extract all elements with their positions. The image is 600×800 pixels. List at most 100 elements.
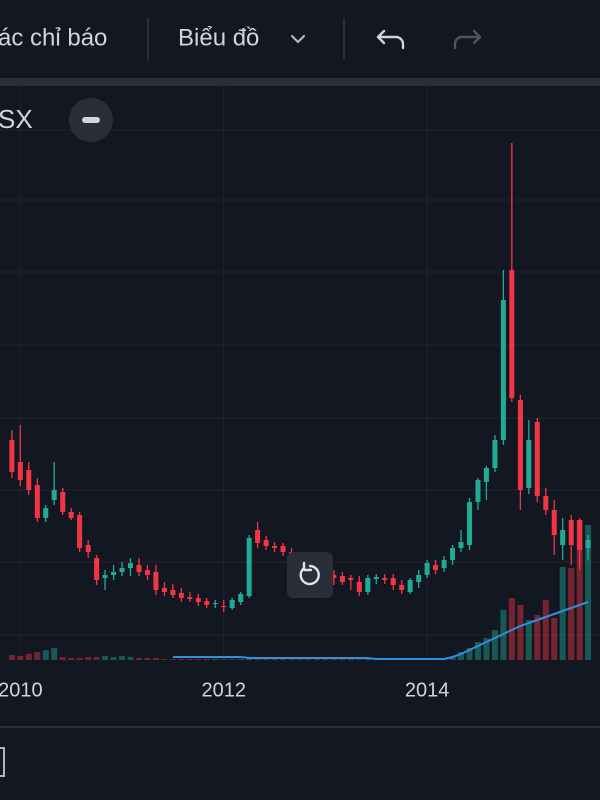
volume-bar [534,615,541,660]
volume-bar [288,659,295,660]
candle-body [339,576,345,582]
volume-bar [68,658,75,660]
volume-bar [559,567,566,660]
collapse-legend-button[interactable] [69,98,113,142]
volume-bar [85,657,92,660]
candle-body [475,480,481,502]
volume-bar [34,652,41,660]
volume-bar [237,659,244,660]
candle-body [526,440,532,488]
volume-bar [491,630,498,660]
indicators-button[interactable]: ác chỉ báo [0,24,107,51]
volume-bar [466,648,473,660]
candle-body [450,548,456,560]
candle-body [119,568,125,572]
candle-body [102,575,108,578]
volume-bar [483,638,490,660]
candle-body [255,530,261,543]
candle-body [424,563,430,575]
candle-body [356,582,362,592]
volume-bar [17,656,24,660]
candle-body [272,546,278,548]
candle-body [263,540,269,546]
volume-bar [212,659,219,660]
candle-body [568,520,574,545]
candle-body [500,300,506,440]
candle-body [399,585,405,590]
volume-bar [449,657,456,660]
candle-body [238,594,244,602]
volume-bar [203,659,210,660]
candle-body [280,546,286,552]
candle-body [43,508,49,518]
volume-ma-line [172,601,589,660]
volume-bar [169,659,176,660]
candle-body [534,422,540,496]
volume-bar [280,659,287,660]
candle-body [560,530,566,545]
candle-body [204,601,210,605]
candle-body [153,572,159,590]
volume-bar [51,648,58,660]
candle-body [51,490,57,500]
volume-bar [330,659,337,660]
candle-body [17,462,23,480]
volume-bar [576,520,583,660]
volume-bar [119,656,126,660]
candle-body [441,560,447,568]
volume-bar [313,659,320,660]
volume-bar [305,659,312,660]
candle-body [60,492,66,512]
symbol-label: SX [0,104,33,134]
bottom-icon[interactable] [0,747,5,777]
candle-body [77,515,83,548]
x-tick-label: 2012 [201,679,246,701]
volume-bar [229,659,236,660]
volume-bar [356,659,363,660]
volume-bar [136,658,143,660]
candle-body [187,597,193,599]
reset-chart-button[interactable] [287,552,333,598]
undo-button[interactable] [376,29,405,50]
candle-body [483,468,489,482]
volume-bar [525,620,532,660]
candle-body [365,578,371,592]
candle-body [492,440,498,468]
volume-bar [542,600,549,660]
candle-body [382,578,388,580]
candle-body [144,570,150,575]
candle-body [246,538,252,596]
volume-bar [364,659,371,660]
candle-body [543,496,549,510]
candle-body [221,606,227,607]
volume-bar [271,659,278,660]
candle-body [178,593,184,598]
candle-body [127,563,133,568]
candle-body [433,565,439,570]
candle-body [229,600,235,608]
candle-body [331,575,337,578]
candle-body [585,540,591,548]
volume-bar [8,655,15,660]
pane-divider [0,78,600,86]
volume-bar [178,659,185,660]
x-tick-label: 2014 [405,679,450,701]
candle-body [509,270,515,398]
candle-body [26,470,32,490]
plot-area [0,86,600,660]
chart-menu-button[interactable]: Biểu đồ [178,24,259,51]
x-tick-label: 2010 [0,679,43,701]
volume-bar [568,568,575,660]
redo-button[interactable] [453,29,482,50]
candle-body [34,485,40,518]
volume-bar [152,658,159,660]
candle-body [136,565,142,572]
candle-body [551,510,557,535]
candle-body [94,558,100,580]
candle-body [9,440,15,472]
volume-bar [59,657,66,660]
volume-bar [76,658,83,660]
volume-bar [25,654,32,660]
volume-bar [322,659,329,660]
